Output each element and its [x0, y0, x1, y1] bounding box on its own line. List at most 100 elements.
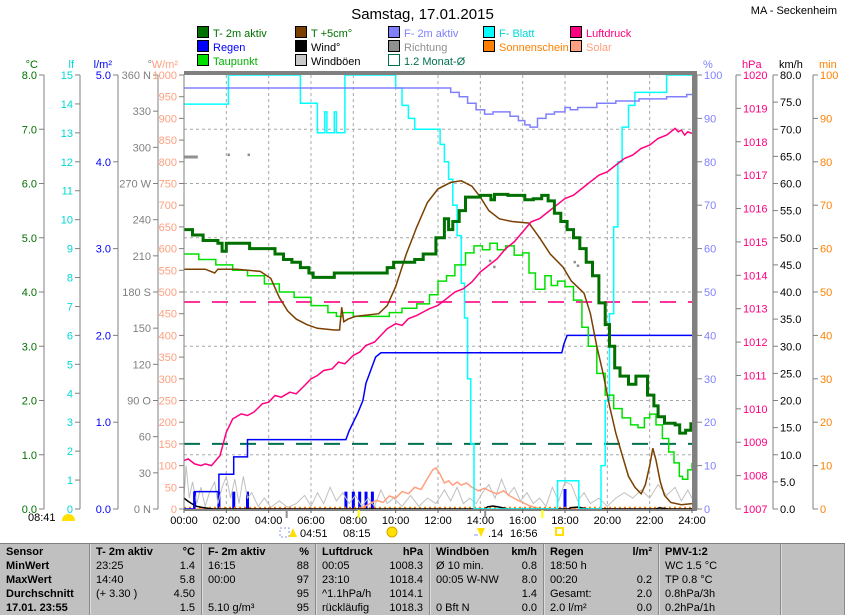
axis-text: 20.0: [780, 396, 801, 408]
table-cell-text: Gesamt:: [550, 588, 592, 600]
series-wind-speed-line: [183, 497, 692, 510]
axis-text: 3.0: [96, 244, 111, 256]
legend-item-f-blatt[interactable]: F- Blatt: [483, 26, 535, 40]
table-cell-text: Windböen: [436, 546, 490, 558]
table-cell-text: Ø 10 min.: [436, 560, 484, 572]
table-col-t-2m-aktiv: T- 2m aktiv °C 23:25 1.4 14:40 5.8 (+ 3.30 ) 4.…: [90, 544, 202, 615]
legend-label: Taupunkt: [213, 56, 258, 68]
table-col-empty: [781, 544, 845, 615]
axis-text: 10:00: [382, 515, 410, 527]
axis-text: 150: [159, 439, 177, 451]
table-cell-text: 0.8: [521, 560, 537, 572]
table-cell: 16:15 88: [202, 559, 315, 573]
axis-text: 16:56: [510, 528, 538, 540]
axis-text: 80: [820, 157, 832, 169]
table-cell-text: 0.0: [521, 602, 537, 614]
legend-item-solar[interactable]: Solar: [570, 40, 612, 54]
axis-text: 11: [62, 186, 73, 198]
axis-text: 2: [67, 446, 73, 458]
axis-text: 1013: [743, 304, 767, 316]
series-wind-direction-dot: [573, 260, 577, 264]
legend-item-luftdruck[interactable]: Luftdruck: [570, 26, 631, 40]
sunset-square-icon: [555, 527, 564, 536]
table-cell-text: 2.0: [636, 588, 652, 600]
series-solar-line: [184, 466, 692, 510]
set-arrow-icon: [477, 528, 485, 537]
table-cell: F- 2m aktiv%: [202, 544, 315, 559]
table-cell-text: %: [299, 546, 309, 558]
axis-text: °: [148, 59, 152, 71]
table-cell-text: Sensor: [6, 546, 44, 558]
table-col-luftdruck: Luftdruck hPa 00:05 1008.3 23:10 1018.4 ^1.1hP…: [316, 544, 430, 615]
rise-arrow-icon: [289, 528, 297, 537]
legend-label: T- 2m aktiv: [213, 28, 267, 40]
plot-border-right: [692, 71, 697, 511]
table-cell: 5.10 g/m³ 95: [202, 601, 315, 615]
axis-text: 50: [820, 287, 832, 299]
sun-half-icon: [61, 514, 75, 521]
table-cell-text: 23:10: [322, 574, 350, 586]
legend-swatch-icon: [197, 26, 209, 38]
axis-text: 35.0: [780, 314, 801, 326]
axis-text: 5.0: [22, 233, 37, 245]
legend-item-regen[interactable]: Regen: [197, 40, 246, 54]
axis-text: 0 N: [134, 504, 151, 516]
axis-text: 00:00: [170, 515, 198, 527]
axis-text: 75.0: [780, 97, 801, 109]
axis-text: 90: [820, 113, 832, 125]
axis-text: 1.0: [96, 417, 111, 429]
series-t-5cm-line: [184, 180, 693, 506]
axis-text: km/h: [779, 59, 803, 71]
axis-text: 80.0: [780, 70, 801, 82]
table-cell-text: ^1.1hPa/h: [322, 588, 372, 600]
legend-item-t-5cm-[interactable]: T +5cm°: [295, 26, 352, 40]
legend-label: Regen: [213, 42, 246, 54]
table-cell-text: 1.4: [521, 588, 537, 600]
axis-text: 1000: [153, 70, 177, 82]
axis-text: 2.0: [22, 396, 37, 408]
axis-text: 7: [67, 301, 73, 313]
legend-item-sonnenschein[interactable]: Sonnenschein: [483, 40, 569, 54]
table-cell-text: 0.2: [636, 574, 652, 586]
table-cell: 00:05 1008.3: [316, 559, 429, 573]
legend-item-f-2m-aktiv[interactable]: F- 2m aktiv: [388, 26, 458, 40]
axis-text: 700: [159, 200, 177, 212]
rain-bar: [370, 491, 374, 509]
table-cell-text: 97: [296, 574, 309, 586]
axis-text: 15.0: [780, 423, 801, 435]
axis-text: 5: [67, 359, 73, 371]
table-cell-text: 16:15: [208, 560, 236, 572]
plot-border-top: [184, 71, 697, 75]
legend-item-wind-[interactable]: Wind°: [295, 40, 340, 54]
axis-text: 1010: [743, 404, 767, 416]
axis-text: °C: [26, 59, 38, 71]
legend-item-taupunkt[interactable]: Taupunkt: [197, 54, 258, 68]
legend-item-t-2m-aktiv[interactable]: T- 2m aktiv: [197, 26, 267, 40]
axis-text: 02:00: [213, 515, 241, 527]
axis-text: 750: [159, 179, 177, 191]
axis-text: 40: [820, 330, 832, 342]
series-taupunkt-line: [184, 242, 693, 480]
axis-text: 20:00: [594, 515, 622, 527]
footer-time: 08:41: [28, 512, 75, 524]
legend-label: F- Blatt: [499, 28, 535, 40]
table-cell: 2.0 l/m² 0.0: [544, 601, 658, 615]
table-cell-text: MaxWert: [6, 574, 52, 586]
table-cell: TP 0.8 °C: [659, 573, 780, 587]
axis-text: 1020: [743, 70, 767, 82]
axis-text: 45.0: [780, 260, 801, 272]
table-cell-text: 00:05 W-NW: [436, 574, 499, 586]
legend-label: 1.2 Monat-Ø: [404, 56, 466, 68]
table-cell-text: 18:50 h: [550, 560, 587, 572]
table-cell: Luftdruck hPa: [316, 544, 429, 559]
legend-item-richtung[interactable]: Richtung: [388, 40, 447, 54]
axis-text: 850: [159, 135, 177, 147]
legend-swatch-icon: [483, 40, 495, 52]
rain-bar: [358, 491, 362, 509]
axis-text: 0: [704, 504, 710, 516]
legend-item-windb-en[interactable]: Windböen: [295, 54, 361, 68]
page-title: Samstag, 17.01.2015: [351, 6, 494, 23]
axis-text: 65.0: [780, 151, 801, 163]
legend-item-1-2-monat-[interactable]: 1.2 Monat-Ø: [388, 54, 466, 68]
axis-text: 250: [159, 396, 177, 408]
